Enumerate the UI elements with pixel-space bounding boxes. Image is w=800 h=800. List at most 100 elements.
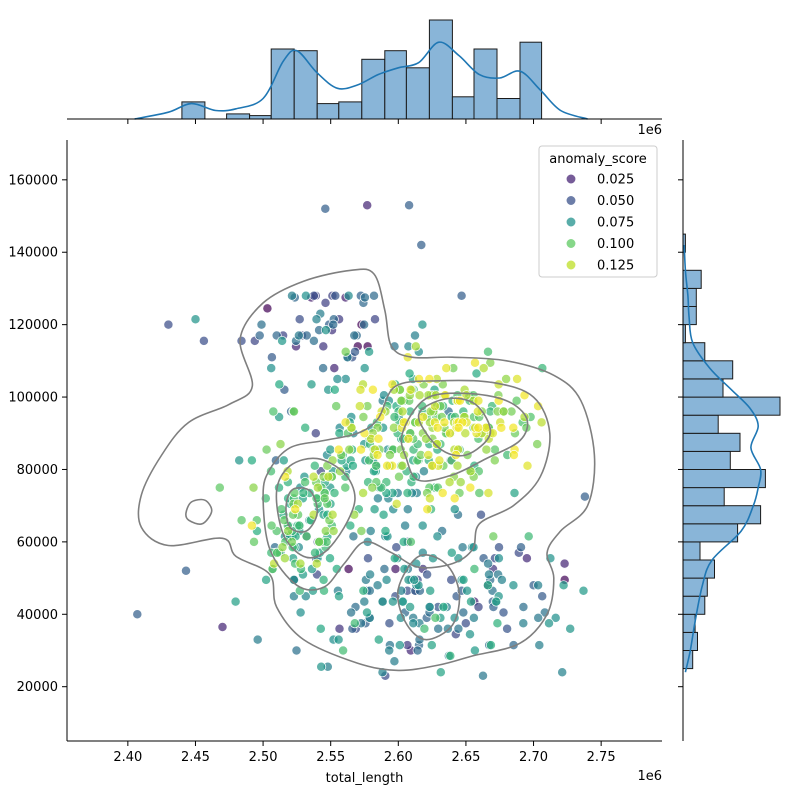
x-tick-label: 2.45: [181, 750, 210, 765]
scatter-point: [318, 341, 329, 352]
scatter-point: [410, 330, 420, 341]
kde-contour: [262, 379, 551, 591]
scatter-point: [340, 374, 351, 384]
scatter-point: [465, 482, 476, 493]
x-marginal-bar: [316, 103, 340, 120]
kde-contour: [275, 457, 356, 559]
scatter-point: [559, 558, 570, 569]
scatter-point: [437, 488, 448, 498]
scatter-point: [476, 509, 486, 520]
scatter-point: [319, 493, 330, 504]
scatter-point: [485, 640, 496, 651]
scatter-point: [335, 466, 346, 477]
scatter-point: [311, 314, 322, 325]
scatter-point: [344, 444, 355, 455]
y-marginal-bar: [682, 450, 731, 470]
scatter-point: [509, 488, 520, 498]
y-marginal-bar: [682, 505, 762, 525]
scatter-point: [372, 580, 383, 591]
legend-title: anomaly_score: [549, 152, 647, 167]
scatter-point: [425, 585, 436, 596]
scatter-point: [378, 509, 389, 520]
scatter-point: [521, 553, 532, 564]
scatter-point: [391, 542, 402, 553]
scatter-point: [278, 455, 289, 466]
x-marginal-bar: [451, 96, 475, 120]
legend-label: 0.100: [597, 237, 634, 252]
scatter-point: [373, 634, 384, 645]
axes: 2.40 2.45 2.50 2.55 2.60 2.65 2.70 2.75 20000 400…: [8, 118, 684, 765]
kde-contour: [137, 268, 596, 672]
scatter-point: [488, 531, 499, 542]
scatter-point: [294, 314, 305, 325]
scatter-point: [315, 623, 326, 634]
scatter-point: [346, 607, 357, 618]
scatter-point: [343, 290, 354, 301]
scatter-point: [334, 591, 344, 602]
scatter-point: [294, 520, 305, 531]
scatter-point: [300, 477, 311, 488]
scatter-point: [275, 439, 286, 450]
scatter-point: [516, 542, 526, 553]
scatter-point: [327, 509, 338, 520]
scatter-point: [373, 433, 384, 444]
scatter-point: [471, 368, 482, 379]
scatter-point: [300, 422, 311, 433]
scatter-point: [306, 379, 317, 390]
scatter-point: [214, 482, 225, 493]
scatter-point: [483, 558, 494, 569]
scatter-point: [261, 444, 272, 455]
scatter-point: [359, 292, 370, 303]
scatter-point: [190, 314, 201, 325]
scatter-point: [380, 526, 391, 536]
scatter-point: [301, 531, 312, 542]
y-tick-label: 20000: [17, 680, 58, 695]
scatter-point: [363, 553, 373, 564]
scatter-point: [537, 591, 548, 602]
scatter-point: [481, 444, 492, 455]
scatter-point: [356, 444, 366, 455]
scatter-point: [381, 574, 392, 585]
scatter-point: [334, 623, 345, 634]
scatter-point: [465, 629, 475, 640]
scatter-point: [365, 526, 376, 536]
scatter-point: [280, 471, 291, 482]
scatter-point: [329, 363, 340, 374]
scatter-point: [372, 450, 383, 460]
scatter-point: [452, 460, 463, 471]
legend-label: 0.125: [597, 259, 634, 274]
scatter-point: [455, 477, 466, 488]
scatter-point: [340, 417, 351, 428]
scatter-point: [338, 645, 349, 656]
scatter-point: [325, 553, 335, 564]
scatter-point: [371, 460, 382, 471]
scatter-point: [291, 645, 302, 656]
scatter-point: [246, 455, 257, 466]
scatter-point: [369, 290, 379, 301]
x-marginal-bar: [293, 50, 318, 120]
x-marginal-bar: [270, 48, 295, 120]
scatter-point: [359, 596, 370, 607]
scatter-point: [379, 564, 390, 574]
scatter-point: [405, 536, 416, 547]
scatter-point: [426, 640, 437, 651]
x-marginal-histogram: [134, 19, 588, 120]
scatter-point: [298, 488, 309, 498]
scatter-point: [391, 498, 402, 509]
scatter-point: [362, 607, 372, 618]
scatter-point: [492, 618, 503, 629]
kde-contours: [137, 268, 596, 672]
scatter-point: [470, 357, 480, 368]
scatter-point: [402, 488, 413, 498]
scatter-point: [249, 536, 259, 547]
scatter-point: [472, 406, 483, 417]
scatter-point: [534, 640, 545, 651]
scatter-point: [445, 650, 456, 661]
y-tick-label: 100000: [8, 391, 58, 406]
legend-marker: [565, 216, 577, 228]
scatter-point: [501, 374, 512, 384]
scatter-point: [441, 363, 452, 374]
scatter-point: [468, 612, 479, 623]
y-marginal-bar: [682, 595, 706, 615]
scatter-point: [310, 428, 321, 439]
